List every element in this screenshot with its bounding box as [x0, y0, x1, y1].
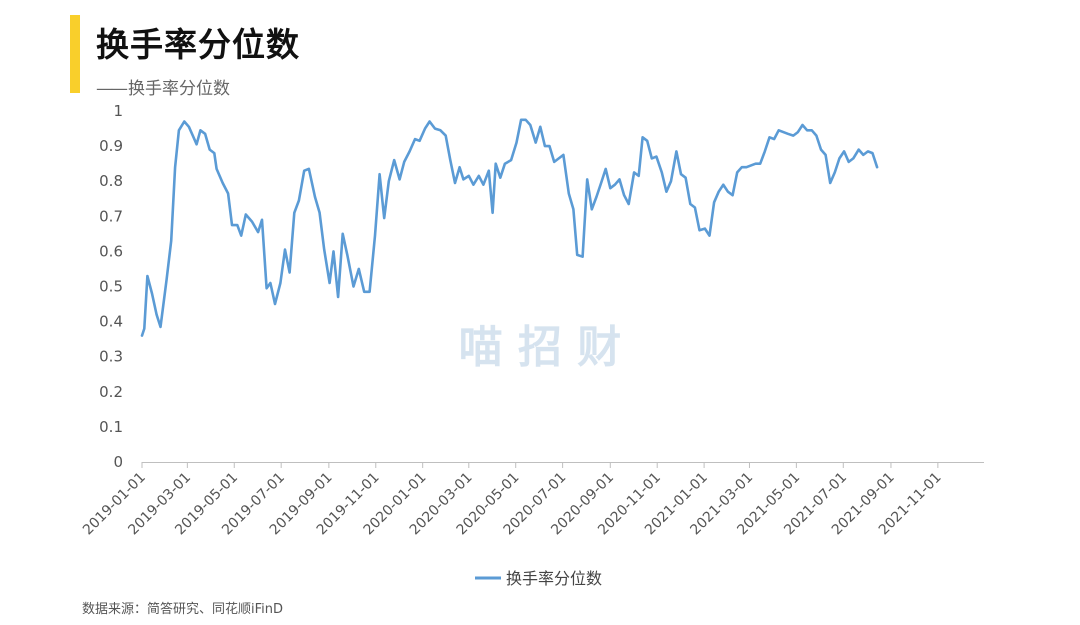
y-tick-label: 0.8: [99, 172, 123, 190]
y-tick-label: 0.3: [99, 348, 123, 366]
y-tick-label: 0.4: [99, 313, 123, 331]
chart-subtitle: —— 换手率分位数: [96, 74, 230, 99]
y-tick-label: 0: [113, 453, 123, 471]
watermark-text: 喵 招 财: [459, 322, 622, 373]
y-tick-label: 0.5: [99, 278, 123, 296]
y-tick-label: 0.9: [99, 137, 123, 155]
legend-label: 换手率分位数: [506, 569, 602, 588]
y-tick-label: 1: [113, 102, 123, 120]
y-tick-label: 0.1: [99, 418, 123, 436]
y-tick-label: 0.6: [99, 242, 123, 260]
chart-title: 换手率分位数: [96, 25, 300, 64]
subtitle-text: 换手率分位数: [128, 79, 230, 99]
y-tick-label: 0.7: [99, 207, 123, 225]
data-source-note: 数据来源：简答研究、同花顺iFinD: [82, 602, 284, 617]
y-tick-label: 0.2: [99, 383, 123, 401]
series-line: [140, 118, 879, 337]
subtitle-dash: ——: [96, 79, 128, 99]
title-accent-bar: [70, 15, 80, 93]
